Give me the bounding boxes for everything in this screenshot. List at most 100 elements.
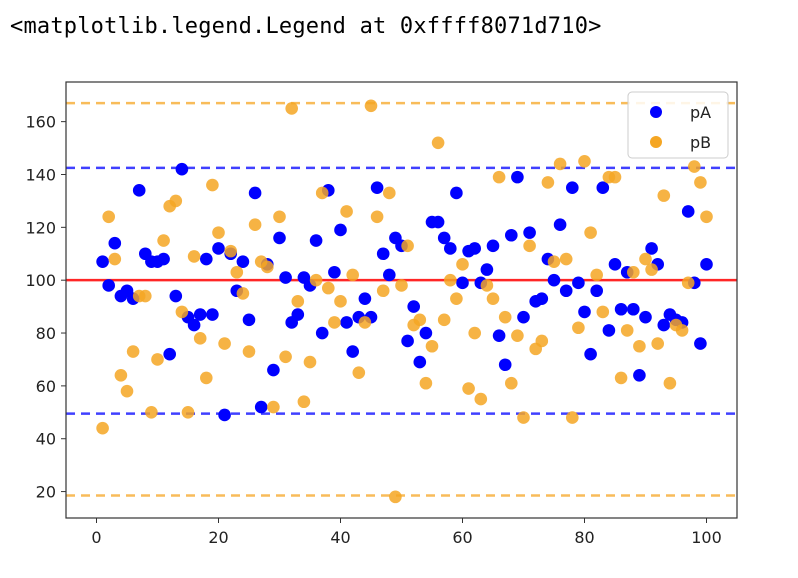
point-pA-89 [639,310,652,324]
point-pB-61 [468,326,482,340]
point-pA-72 [535,292,549,305]
point-pB-80 [584,226,597,239]
point-pA-38 [328,265,341,279]
point-pB-73 [541,176,555,189]
y-tick-label-60: 60 [36,377,56,396]
point-pA-47 [383,268,396,282]
point-pB-92 [657,189,671,202]
point-pB-53 [419,376,433,390]
point-pB-7 [139,289,152,303]
point-pB-66 [498,310,512,324]
point-pB-12 [169,194,183,208]
point-pA-46 [376,247,390,261]
point-pA-18 [206,308,219,321]
point-pB-87 [627,265,640,279]
point-pB-0 [96,421,109,435]
point-pB-56 [437,313,451,327]
point-pA-63 [480,263,494,276]
point-pA-88 [633,369,646,382]
point-pB-20 [218,337,231,350]
legend-label-pA: pA [690,103,711,122]
point-pA-75 [553,218,567,231]
point-pB-28 [267,400,280,414]
point-pA-43 [358,292,372,305]
point-pA-92 [657,318,671,332]
point-pB-78 [572,321,585,335]
point-pB-38 [328,316,341,329]
point-pA-1 [102,279,115,292]
point-pA-70 [523,226,536,239]
point-pA-30 [279,271,292,284]
point-pB-16 [193,332,207,345]
point-pA-67 [505,228,518,242]
point-pA-82 [596,181,610,194]
legend-label-pB: pB [690,133,711,152]
point-pB-44 [364,99,378,113]
point-pA-68 [511,170,524,184]
point-pB-89 [639,252,652,266]
point-pB-23 [236,287,250,300]
point-pB-37 [322,281,335,295]
point-pB-35 [309,273,323,287]
legend-frame [627,91,729,159]
point-pA-29 [273,231,286,245]
point-pB-14 [181,406,195,419]
point-pB-5 [126,345,140,358]
x-tick-label-20: 20 [208,528,228,547]
point-pB-46 [376,284,390,298]
point-pA-96 [681,205,695,218]
point-pA-85 [614,302,628,316]
point-pB-99 [700,210,713,224]
point-pA-66 [498,358,512,372]
point-pB-68 [511,329,524,342]
point-pB-22 [230,265,244,279]
point-pA-52 [413,355,427,369]
point-pB-95 [675,324,689,337]
point-pB-34 [303,355,317,369]
y-tick-label-40: 40 [36,430,56,449]
point-pB-42 [352,366,366,379]
point-pB-19 [212,226,225,239]
point-pB-91 [651,337,664,350]
point-pB-32 [291,295,305,308]
point-pA-2 [108,236,122,250]
point-pB-97 [688,160,701,173]
point-pB-9 [151,353,164,366]
point-pB-74 [547,255,561,268]
point-pB-41 [346,268,360,282]
plot-frame [65,81,738,519]
point-pA-19 [212,242,225,255]
point-pA-0 [96,255,109,268]
point-pB-93 [663,376,677,390]
point-pB-54 [425,339,439,353]
series-pB [96,99,713,504]
y-tick-label-100: 100 [25,271,56,290]
point-pB-58 [450,292,463,305]
point-pB-45 [370,210,384,224]
point-pB-40 [340,205,353,218]
point-pA-45 [370,181,384,194]
point-pB-24 [242,345,256,358]
point-pB-43 [358,316,372,329]
point-pB-48 [389,490,402,504]
point-pB-4 [120,384,134,398]
point-pA-50 [401,334,414,348]
point-pB-13 [175,305,189,319]
point-pB-57 [444,273,457,287]
point-pA-65 [492,329,506,342]
point-pA-77 [566,181,579,194]
point-pA-11 [163,347,176,361]
point-pB-27 [261,260,274,274]
point-pB-39 [334,295,347,308]
point-pA-83 [602,324,616,337]
x-tick-label-0: 0 [91,528,101,547]
x-tick-label-60: 60 [452,528,472,547]
point-pB-15 [187,250,201,263]
point-pB-75 [553,157,567,171]
point-pB-55 [431,136,445,150]
point-pB-69 [517,411,530,424]
y-tick-label-20: 20 [36,483,56,502]
point-pA-74 [547,273,561,287]
point-pB-2 [108,252,122,266]
